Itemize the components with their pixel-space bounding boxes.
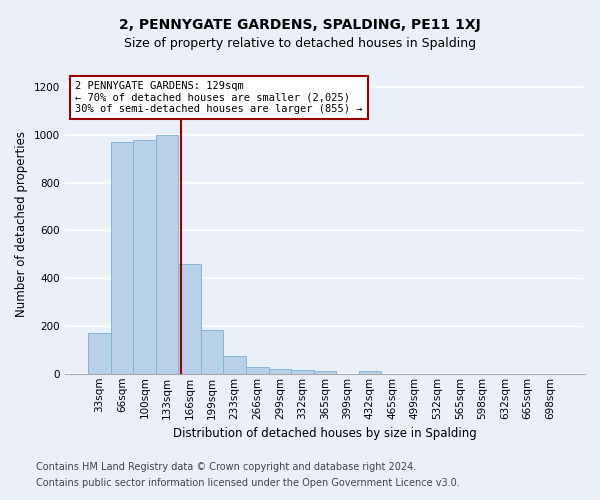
Bar [111, 142, 133, 374]
Text: Contains HM Land Registry data © Crown copyright and database right 2024.: Contains HM Land Registry data © Crown c… [36, 462, 416, 472]
X-axis label: Distribution of detached houses by size in Spalding: Distribution of detached houses by size … [173, 427, 477, 440]
Bar [223, 356, 246, 374]
Bar [269, 369, 291, 374]
Bar [88, 333, 111, 374]
Bar [133, 140, 156, 374]
Y-axis label: Number of detached properties: Number of detached properties [15, 132, 28, 318]
Text: Contains public sector information licensed under the Open Government Licence v3: Contains public sector information licen… [36, 478, 460, 488]
Bar [201, 330, 223, 374]
Text: 2 PENNYGATE GARDENS: 129sqm
← 70% of detached houses are smaller (2,025)
30% of : 2 PENNYGATE GARDENS: 129sqm ← 70% of det… [75, 81, 362, 114]
Bar [156, 135, 178, 374]
Bar [178, 264, 201, 374]
Bar [314, 372, 336, 374]
Bar [291, 370, 314, 374]
Text: Size of property relative to detached houses in Spalding: Size of property relative to detached ho… [124, 38, 476, 51]
Bar [246, 367, 269, 374]
Bar [359, 371, 381, 374]
Text: 2, PENNYGATE GARDENS, SPALDING, PE11 1XJ: 2, PENNYGATE GARDENS, SPALDING, PE11 1XJ [119, 18, 481, 32]
